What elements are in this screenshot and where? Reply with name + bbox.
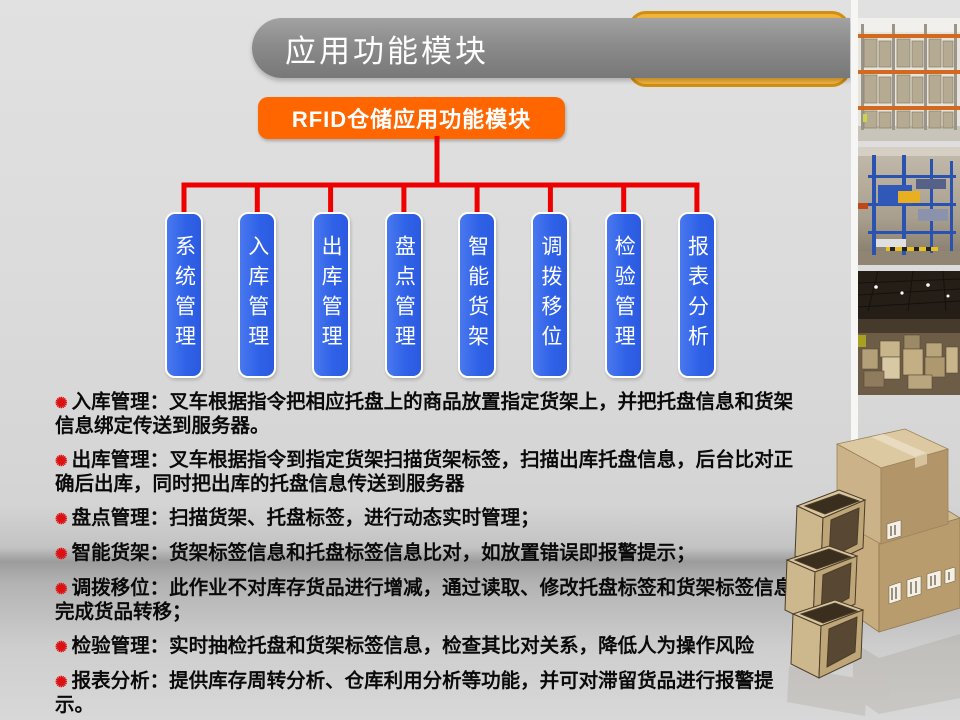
bullet-item-transfer: ✺ 调拨移位：此作业不对库存货品进行增减，通过读取、修改托盘标签和货架标签信息完成…: [55, 577, 797, 624]
diagram-root-node: RFID仓储应用功能模块: [258, 97, 565, 139]
bullet-text: 叉车根据指令把相应托盘上的商品放置指定货架上，并把托盘信息和货架信息绑定传送到服…: [55, 391, 794, 437]
bullet-term: 检验管理：: [71, 635, 170, 657]
flower-bullet-icon: ✺: [55, 639, 68, 656]
module-label: 检验管理: [612, 235, 637, 355]
flower-bullet-icon: ✺: [55, 453, 68, 470]
bullet-text: 扫描货架、托盘标签，进行动态实时管理；: [169, 507, 540, 529]
bullet-term: 调拨移位：: [71, 577, 170, 599]
bullet-term: 出库管理：: [71, 449, 170, 471]
diagram-root-label: RFID仓储应用功能模块: [291, 107, 532, 132]
bullet-item-report: ✺ 报表分析：提供库存周转分析、仓库利用分析等功能，并可对滞留货品进行报警提示。: [55, 670, 797, 717]
module-label: 入库管理: [245, 235, 270, 355]
module-node-inspection-management: 检验管理: [604, 212, 643, 378]
bullet-item-outbound: ✺ 出库管理：叉车根据指令到指定货架扫描货架标签，扫描出库托盘信息，后台比对正确后…: [55, 449, 797, 496]
flower-bullet-icon: ✺: [55, 395, 68, 412]
module-node-system-management: 系统管理: [165, 212, 203, 378]
module-label: 智能货架: [465, 235, 490, 355]
bullet-item-inbound: ✺ 入库管理：叉车根据指令把相应托盘上的商品放置指定货架上，并把托盘信息和货架信息…: [55, 391, 797, 438]
module-label: 盘点管理: [392, 235, 417, 355]
bullet-term: 入库管理：: [71, 391, 170, 413]
page-title: 应用功能模块: [285, 33, 489, 69]
bullet-text: 货架标签信息和托盘标签信息比对，如放置错误即报警提示；: [169, 542, 696, 564]
bullet-item-inventory: ✺ 盘点管理：扫描货架、托盘标签，进行动态实时管理；: [55, 507, 797, 531]
module-node-smart-shelf: 智能货架: [458, 212, 497, 378]
bullet-text: 提供库存周转分析、仓库利用分析等功能，并可对滞留货品进行报警提示。: [55, 670, 774, 716]
bullet-list: ✺ 入库管理：叉车根据指令把相应托盘上的商品放置指定货架上，并把托盘信息和货架信息…: [55, 391, 797, 720]
flower-bullet-icon: ✺: [55, 581, 68, 598]
bullet-term: 报表分析：: [71, 670, 170, 692]
module-label: 出库管理: [319, 235, 344, 355]
module-node-inbound-management: 入库管理: [238, 212, 277, 378]
cardboard-boxes-illustration: [784, 428, 960, 716]
bullet-text: 叉车根据指令到指定货架扫描货架标签，扫描出库托盘信息，后台比对正确后出库，同时把…: [55, 449, 794, 495]
bullet-term: 智能货架：: [71, 542, 170, 564]
module-label: 系统管理: [172, 235, 197, 355]
title-banner: 应用功能模块: [252, 18, 850, 78]
bullet-term: 盘点管理：: [71, 507, 170, 529]
module-node-transfer-relocation: 调拨移位: [531, 212, 570, 378]
flower-bullet-icon: ✺: [55, 511, 68, 528]
bullet-text: 实时抽检托盘和货架标签信息，检查其比对关系，降低人为操作风险: [169, 635, 755, 657]
warehouse-interior-boxes-photo: [858, 271, 960, 395]
bullet-item-smart-shelf: ✺ 智能货架：货架标签信息和托盘标签信息比对，如放置错误即报警提示；: [55, 542, 797, 566]
module-row: 系统管理 入库管理 出库管理 盘点管理 智能货架 调拨移位 检验管理 报表分析: [165, 212, 716, 378]
module-node-outbound-management: 出库管理: [311, 212, 350, 378]
flower-bullet-icon: ✺: [55, 546, 68, 563]
bullet-item-inspection: ✺ 检验管理：实时抽检托盘和货架标签信息，检查其比对关系，降低人为操作风险: [55, 635, 797, 659]
bullet-text: 此作业不对库存货品进行增减，通过读取、修改托盘标签和货架标签信息完成货品转移；: [55, 577, 794, 623]
module-node-report-analysis: 报表分析: [677, 212, 716, 378]
module-node-inventory-management: 盘点管理: [384, 212, 423, 378]
warehouse-blue-racking-photo: [858, 147, 960, 265]
flower-bullet-icon: ✺: [55, 674, 68, 691]
photo-strip-divider: [851, 0, 858, 456]
warehouse-pallet-racking-photo: [858, 18, 960, 141]
module-label: 报表分析: [685, 235, 710, 355]
module-label: 调拨移位: [538, 235, 563, 355]
